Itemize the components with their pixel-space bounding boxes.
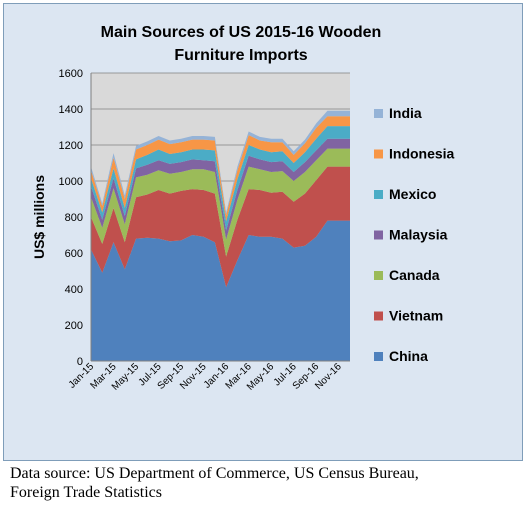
source-line-1: Data source: US Department of Commerce, … [10,465,419,482]
legend-swatch-vietnam [374,311,383,321]
chart-title-line-2: Furniture Imports [174,47,307,64]
legend-label-malaysia: Malaysia [389,227,448,243]
legend: India Indonesia Mexico Malaysia Canada Vietna… [374,105,455,364]
chart-figure: Main Sources of US 2015-16 Wooden Furnit… [3,3,523,461]
y-tick-label: 200 [65,320,83,332]
y-axis: 0 200 400 600 800 1000 1200 1400 1600 [59,68,92,368]
series-areas [91,110,350,361]
legend-label-canada: Canada [389,267,440,283]
x-axis: Jan-15Mar-15May-15Jul-15Sep-15Nov-15Jan-… [67,360,350,393]
area-malaysia [91,138,350,240]
legend-label-china: China [389,348,428,364]
x-tick-label: Nov-15 [178,361,209,392]
legend-label-india: India [389,105,422,121]
y-tick-label: 1200 [59,140,83,152]
area-china [91,220,350,361]
y-tick-label: 1600 [59,68,83,80]
legend-label-vietnam: Vietnam [389,308,443,324]
area-canada [91,148,350,257]
legend-label-indonesia: Indonesia [389,146,455,162]
data-source-note: Data source: US Department of Commerce, … [10,464,525,502]
y-tick-label: 1400 [59,104,83,116]
x-tick-label: Nov-16 [313,361,344,392]
y-tick-label: 1000 [59,176,83,188]
y-tick-label: 0 [77,356,83,368]
legend-swatch-china [374,352,383,361]
y-axis-label: US$ millions [31,175,47,259]
legend-swatch-canada [374,271,383,280]
area-mexico [91,126,350,231]
legend-swatch-india [374,109,383,118]
area-vietnam [91,166,350,288]
legend-swatch-malaysia [374,230,383,240]
area-indonesia [91,116,350,222]
y-tick-label: 400 [65,284,83,296]
stacked-area-chart: Main Sources of US 2015-16 Wooden Furnit… [31,24,455,393]
chart-title-line-1: Main Sources of US 2015-16 Wooden [101,24,382,41]
y-tick-label: 600 [65,248,83,260]
y-tick-label: 800 [65,212,83,224]
source-line-2: Foreign Trade Statistics [10,484,163,501]
legend-swatch-indonesia [374,149,383,159]
legend-label-mexico: Mexico [389,186,436,202]
legend-swatch-mexico [374,190,383,199]
